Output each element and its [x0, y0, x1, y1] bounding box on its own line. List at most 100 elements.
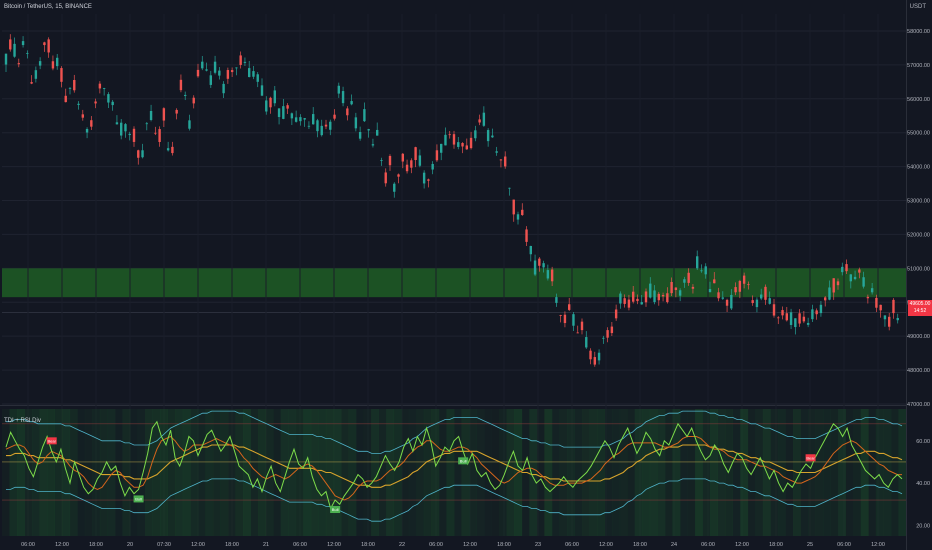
candle-body — [90, 120, 93, 127]
signal-background — [567, 409, 575, 536]
price-tick-label: 57000.00 — [907, 63, 930, 69]
candle-body — [141, 150, 144, 158]
signal-background — [54, 409, 63, 536]
candle-body — [299, 117, 302, 122]
signal-background — [680, 409, 688, 536]
candle-body — [145, 123, 148, 125]
candle-body — [316, 120, 319, 132]
price-tick-label: 49000.00 — [907, 334, 930, 340]
signal-background — [823, 409, 831, 536]
signal-background — [130, 409, 138, 536]
candle-body — [13, 43, 16, 57]
signal-background — [167, 409, 176, 536]
candle-body — [64, 95, 67, 103]
time-axis[interactable]: 06:00 12:00 18:00 20 07:30 12:00 18:00 21 06:00 1… — [21, 542, 885, 548]
candle-body — [286, 105, 289, 109]
candle-body — [290, 113, 294, 119]
time-tick-label: 18:00 — [361, 542, 375, 548]
bear-label — [46, 437, 57, 445]
indicator-pane[interactable]: Bear Bear Bull Bull Bull — [2, 409, 907, 536]
signal-background — [830, 409, 839, 536]
signal-background — [536, 409, 545, 536]
candle-body — [448, 134, 451, 136]
candle-body — [239, 55, 242, 65]
time-tick-label: 06:00 — [293, 542, 307, 548]
candle-body — [444, 134, 447, 146]
candle-body — [555, 297, 558, 303]
candle-body — [764, 286, 767, 300]
candle-body — [717, 292, 720, 299]
candle-body — [341, 91, 345, 104]
signal-background — [664, 409, 673, 536]
signal-background — [220, 409, 229, 536]
signal-background — [175, 409, 184, 536]
candle-body — [597, 352, 601, 361]
candle-body — [393, 183, 396, 192]
signal-background — [740, 409, 749, 536]
candle-body — [452, 134, 456, 145]
candle-body — [691, 286, 695, 289]
signal-background — [160, 409, 169, 536]
candle-body — [158, 129, 161, 143]
candle-body — [260, 85, 264, 96]
bull-label-text: Bull — [332, 507, 339, 512]
signal-background — [205, 409, 214, 536]
candle-body — [73, 80, 76, 91]
signal-background — [77, 409, 86, 536]
signal-background — [115, 409, 123, 536]
signal-background — [695, 409, 703, 536]
signal-background — [363, 409, 372, 536]
candle-body — [785, 313, 788, 321]
candle-body — [610, 326, 614, 334]
time-tick-label: 12:00 — [463, 542, 477, 548]
bear-label-text: Bear — [806, 455, 815, 460]
time-tick-label: 06:00 — [565, 542, 579, 548]
candle-body — [563, 314, 567, 324]
signal-background — [152, 409, 161, 536]
signal-background — [853, 409, 862, 536]
signal-background — [559, 409, 568, 536]
signal-background — [378, 409, 387, 536]
time-tick-label: 12:00 — [599, 542, 613, 548]
candle-body — [222, 83, 225, 94]
candle-body — [465, 145, 468, 150]
candle-body — [115, 122, 119, 125]
price-tick-label: 52000.00 — [907, 232, 930, 238]
bull-label — [330, 506, 341, 514]
candle-body — [435, 150, 439, 161]
countdown-value: 14:52 — [913, 308, 927, 314]
candle-body — [589, 350, 592, 360]
signal-background — [604, 409, 613, 536]
candle-body — [542, 263, 545, 268]
candle-body — [9, 39, 12, 50]
candle-body — [666, 293, 669, 303]
candle-body — [120, 122, 123, 136]
signal-background — [597, 409, 605, 536]
candle-body — [273, 90, 276, 104]
indicator-tick-label: 60.00 — [916, 439, 930, 445]
candle-body — [482, 112, 486, 126]
candle-body — [593, 357, 596, 365]
candle-body — [512, 199, 515, 215]
signal-background — [32, 409, 40, 536]
candle-body — [845, 264, 848, 272]
candle-body — [26, 53, 29, 54]
main-price-pane[interactable] — [0, 14, 906, 536]
signal-background — [627, 409, 636, 536]
signal-background — [838, 409, 847, 536]
candle-body — [521, 209, 524, 216]
signal-background — [348, 409, 357, 536]
signal-background — [24, 409, 33, 536]
candle-body — [380, 160, 383, 161]
signal-background — [310, 409, 319, 536]
time-tick-label: 12:00 — [191, 542, 205, 548]
candle-body — [853, 276, 857, 280]
upper-band-line — [6, 410, 903, 454]
candle-body — [862, 277, 865, 287]
candle-body — [888, 316, 891, 327]
candle-body — [320, 125, 323, 136]
candle-body — [418, 155, 422, 166]
candle-body — [405, 164, 409, 172]
price-axis[interactable]: 58000.00 57000.00 56000.00 55000.00 54000.00… — [906, 0, 930, 550]
